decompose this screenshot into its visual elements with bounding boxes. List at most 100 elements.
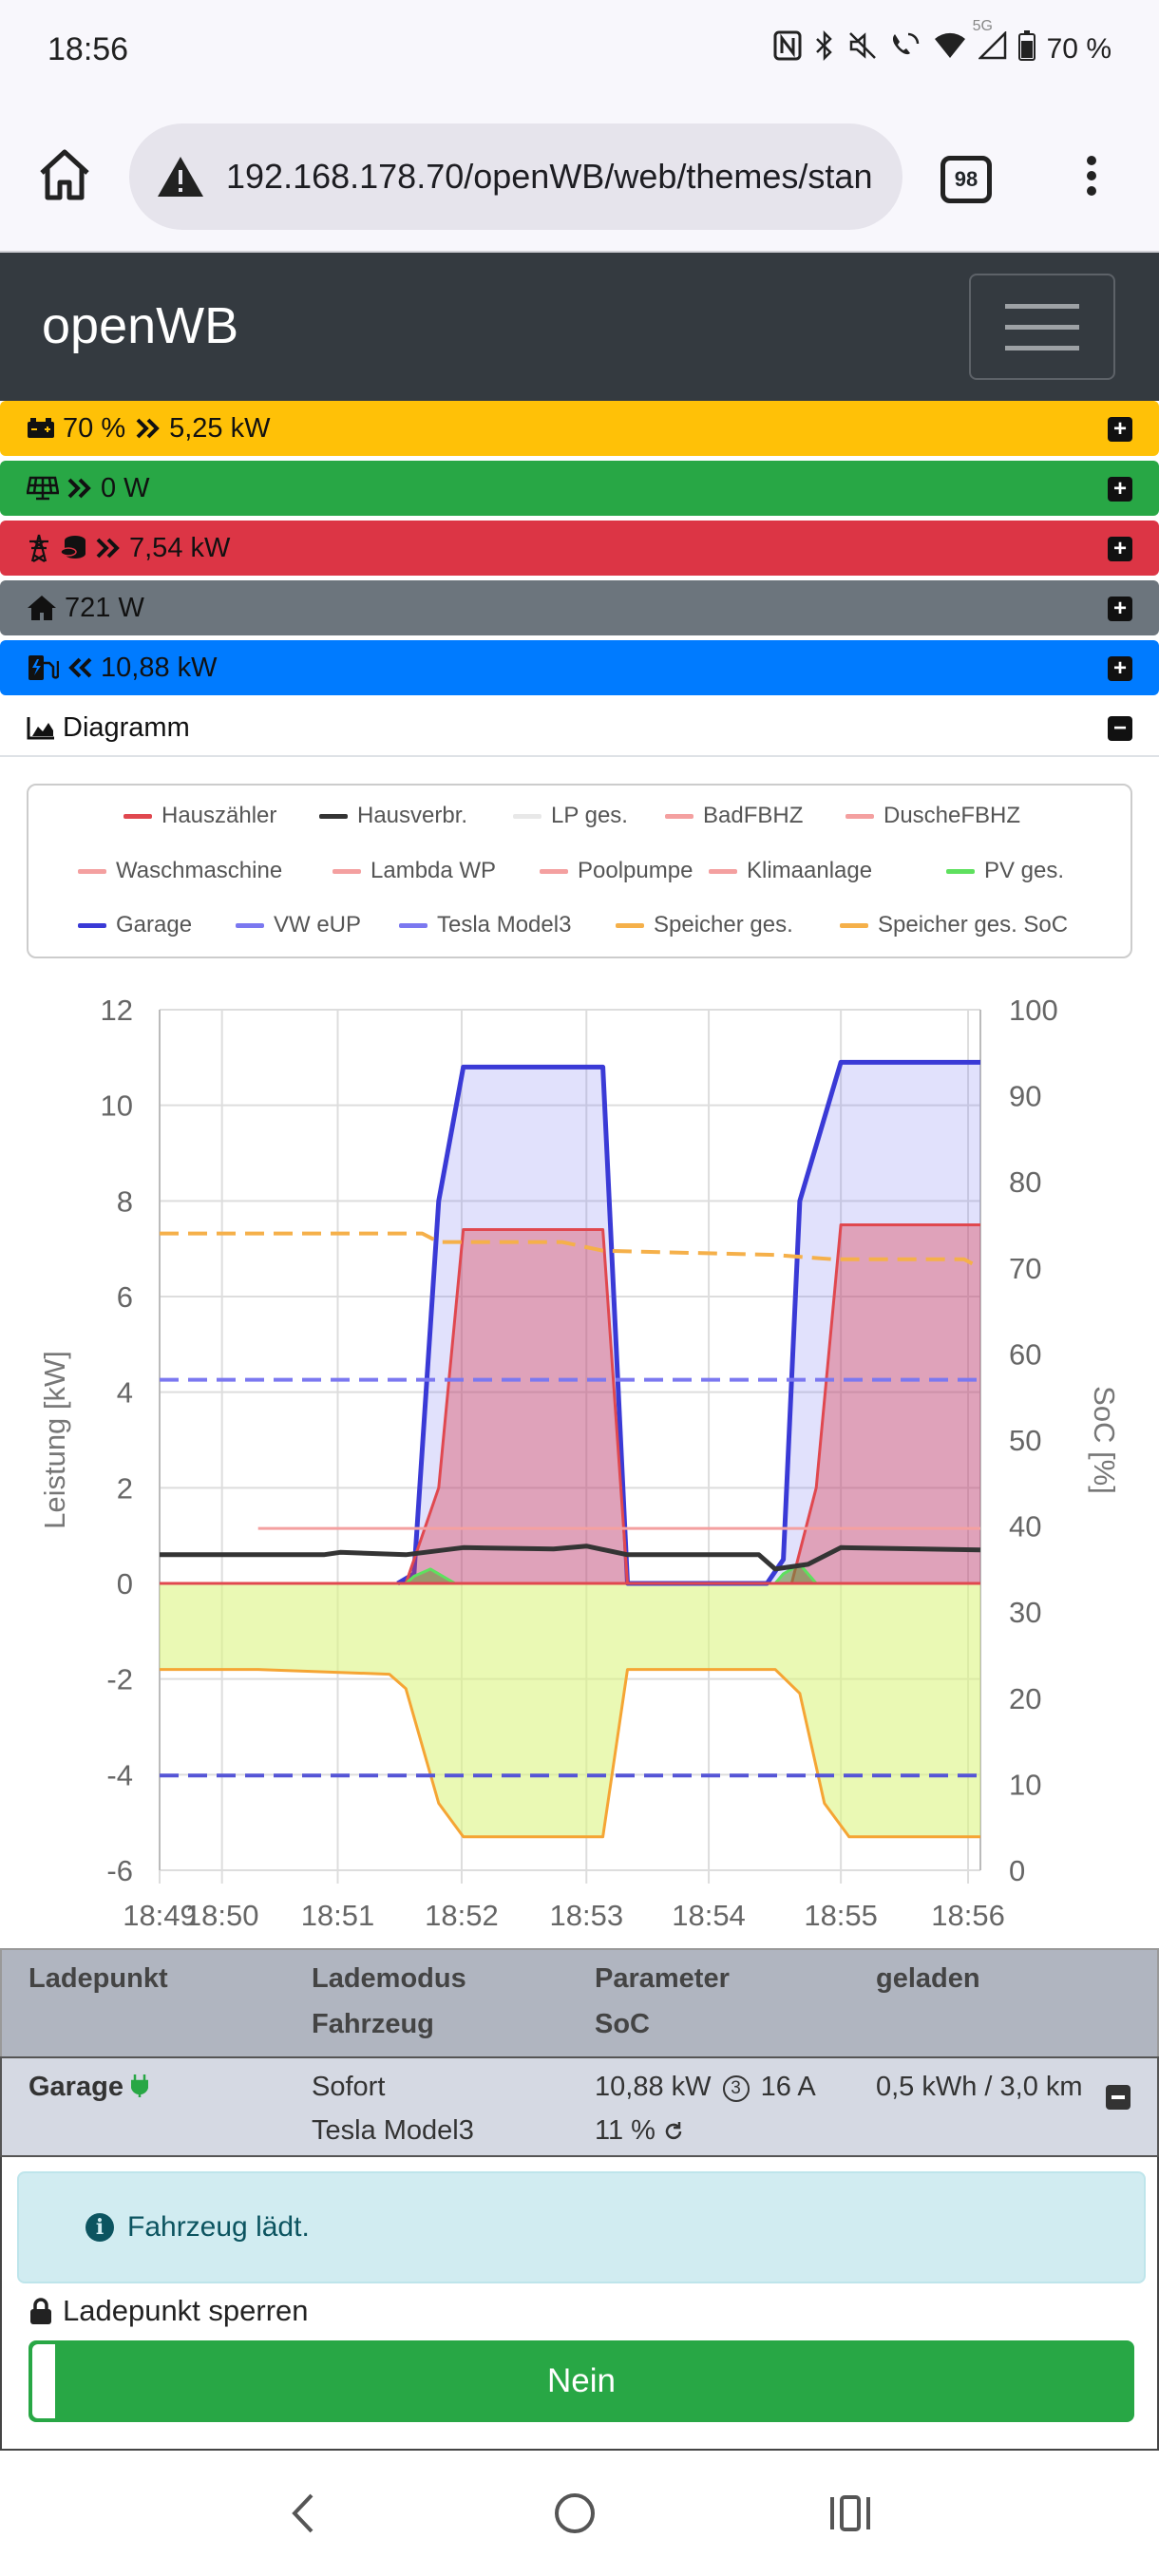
house-row[interactable]: 721 W + (0, 580, 1159, 635)
legend-swatch (665, 813, 694, 819)
diagram-header[interactable]: Diagramm − (0, 700, 1159, 757)
header-parameter: Parameter (595, 1963, 730, 1994)
lock-icon (30, 2298, 51, 2324)
legend-item[interactable]: Hauszähler (124, 803, 276, 829)
y2-tick-label: 50 (1009, 1424, 1041, 1457)
pv-row[interactable]: 0 W + (0, 461, 1159, 516)
legend-label: Speicher ges. (654, 912, 793, 938)
battery-icon (1017, 30, 1036, 68)
diagram-title: Diagramm (63, 711, 190, 743)
vehicle-soc: 11 % (595, 2115, 684, 2147)
expand-icon[interactable]: + (1108, 477, 1132, 502)
legend-item[interactable]: LP ges. (513, 803, 628, 829)
expand-icon[interactable]: + (1108, 417, 1132, 442)
legend-swatch (319, 813, 348, 819)
legend-swatch (946, 868, 975, 874)
legend-swatch (124, 813, 152, 819)
expand-icon[interactable]: + (1108, 537, 1132, 561)
warning-icon (158, 157, 203, 197)
y-tick-label: 4 (117, 1376, 133, 1410)
y2-tick-label: 100 (1009, 994, 1058, 1027)
legend-label: Hausverbr. (357, 803, 468, 828)
header-ladepunkt: Ladepunkt (28, 1963, 168, 1994)
charge-parameters: 10,88 kW 3 16 A (595, 2072, 816, 2103)
legend-item[interactable]: Speicher ges. (616, 912, 793, 938)
series-fill-speicher-ges- (160, 1583, 980, 1837)
legend-swatch (332, 868, 361, 874)
hamburger-menu-button[interactable] (969, 274, 1115, 380)
chargepoint-row[interactable]: 10,88 kW + (0, 640, 1159, 695)
legend-label: Waschmaschine (116, 858, 283, 883)
charged-amount: 0,5 kWh / 3,0 km (876, 2072, 1083, 2102)
y2-tick-label: 90 (1009, 1080, 1041, 1113)
x-tick-label: 18:55 (804, 1899, 878, 1932)
chargepoint-name-text: Garage (28, 2072, 124, 2102)
recents-icon[interactable] (826, 2490, 874, 2537)
header-lademodus: Lademodus (312, 1963, 466, 1994)
legend-swatch (709, 868, 737, 874)
legend-item[interactable]: Klimaanlage (709, 858, 872, 884)
legend-item[interactable]: Garage (78, 912, 192, 938)
angle-double-left-icon (66, 656, 93, 679)
system-nav-bar (0, 2451, 1159, 2576)
legend-item[interactable]: BadFBHZ (665, 803, 803, 829)
x-tick-label: 18:51 (301, 1899, 375, 1932)
table-row[interactable]: Garage Sofort Tesla Model3 10,88 kW 3 16… (0, 2056, 1159, 2157)
address-bar[interactable]: 192.168.178.70/openWB/web/themes/stan (129, 123, 902, 230)
legend-item[interactable]: Tesla Model3 (399, 912, 571, 938)
battery-percent: 70 % (1046, 33, 1112, 65)
y-tick-label: 6 (117, 1280, 133, 1314)
home-circle-icon[interactable] (551, 2490, 598, 2537)
legend-item[interactable]: Hausverbr. (319, 803, 467, 829)
collapse-row-icon[interactable] (1106, 2085, 1130, 2110)
lock-toggle-value: Nein (547, 2362, 616, 2399)
expand-icon[interactable]: + (1108, 656, 1132, 681)
legend-item[interactable]: Poolpumpe (540, 858, 693, 884)
browser-menu-icon[interactable] (1079, 150, 1104, 211)
refresh-icon[interactable] (663, 2121, 684, 2142)
collapse-icon[interactable]: − (1108, 716, 1132, 741)
power-tower-icon (27, 534, 51, 562)
y-tick-label: -6 (106, 1854, 133, 1887)
y2-tick-label: 70 (1009, 1252, 1041, 1285)
legend-item[interactable]: VW eUP (236, 912, 361, 938)
legend-item[interactable]: Speicher ges. SoC (840, 912, 1068, 938)
signal-icon: 5G (973, 18, 1007, 67)
series-line-hausverbr- (160, 1544, 981, 1572)
solar-panel-icon (27, 476, 59, 501)
chargepoint-power: 10,88 kW (101, 652, 218, 683)
legend-label: Lambda WP (370, 858, 497, 883)
grid-row[interactable]: 7,54 kW + (0, 521, 1159, 576)
legend-item[interactable]: PV ges. (946, 858, 1064, 884)
charging-station-icon (27, 653, 59, 682)
angle-double-right-icon (95, 537, 122, 559)
legend-label: Hauszähler (162, 803, 277, 828)
x-tick-label: 18:49 (123, 1899, 197, 1932)
table-header: Ladepunkt Lademodus Fahrzeug Parameter S… (0, 1948, 1159, 2056)
house-icon (27, 595, 57, 621)
network-type: 5G (972, 18, 993, 34)
vehicle-soc-text: 11 % (595, 2115, 656, 2146)
legend-label: Tesla Model3 (437, 912, 572, 938)
series-fill-garage (397, 1062, 980, 1583)
legend-item[interactable]: Lambda WP (332, 858, 496, 884)
battery-row[interactable]: 70 % 5,25 kW + (0, 401, 1159, 456)
legend-item[interactable]: Waschmaschine (78, 858, 282, 884)
tab-switcher-button[interactable]: 98 (940, 156, 992, 203)
header-geladen: geladen (876, 1963, 980, 1994)
chargepoint-table: Ladepunkt Lademodus Fahrzeug Parameter S… (0, 1948, 1159, 2157)
header-soc: SoC (595, 2009, 650, 2039)
lock-toggle-button[interactable]: Nein (28, 2340, 1134, 2422)
status-bar: 18:56 5G 70 % (0, 0, 1159, 99)
y2-tick-label: 20 (1009, 1682, 1041, 1715)
mute-icon (847, 30, 878, 68)
legend-item[interactable]: DuscheFBHZ (846, 803, 1020, 829)
legend-swatch (236, 922, 264, 928)
x-tick-label: 18:50 (185, 1899, 259, 1932)
home-icon[interactable] (34, 144, 95, 205)
back-icon[interactable] (285, 2490, 323, 2537)
y-tick-label: 10 (101, 1089, 133, 1123)
phases-badge: 3 (722, 2075, 750, 2102)
expand-icon[interactable]: + (1108, 597, 1132, 621)
brand-title[interactable]: openWB (42, 297, 239, 354)
